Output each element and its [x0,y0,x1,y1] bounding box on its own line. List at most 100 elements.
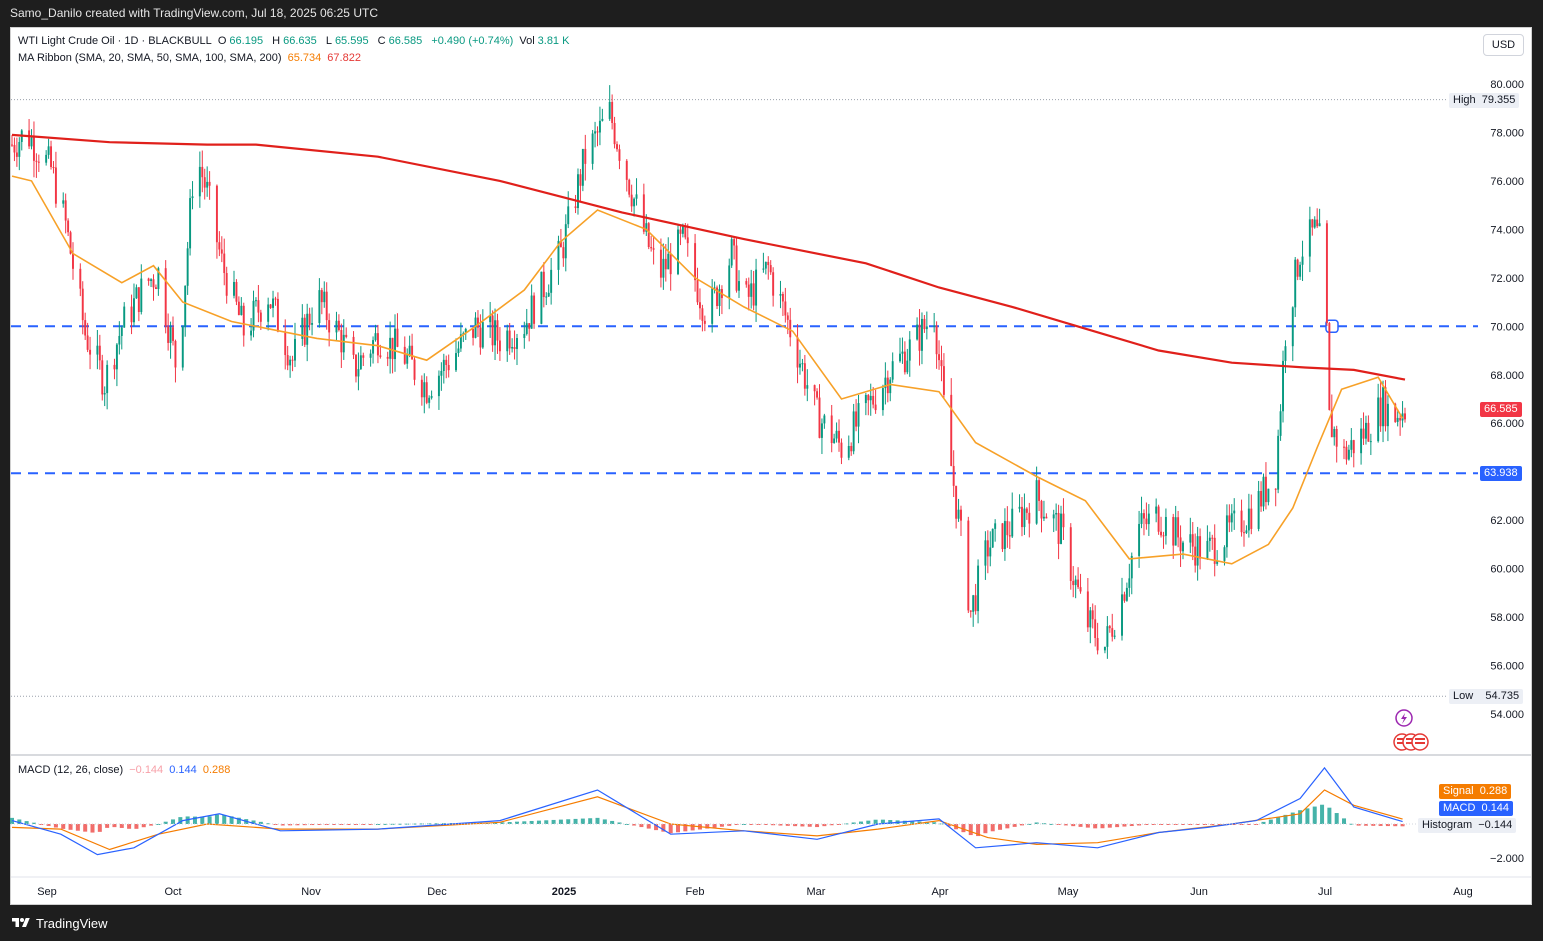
candle-body [1106,626,1109,647]
candle [1123,591,1126,603]
candle [1042,500,1045,522]
macd-legend[interactable]: MACD (12, 26, close) −0.144 0.144 0.288 [18,764,233,776]
candle-body [323,291,326,303]
candle [1147,504,1150,536]
candle-body [906,360,909,373]
candle [164,260,167,334]
macd-histogram-bar [1019,824,1024,826]
candle [513,330,516,360]
candle-body [169,327,172,343]
candle [15,137,18,167]
candle-body [762,268,765,270]
candle [1369,433,1372,456]
candle-body [1021,506,1023,528]
candle-body [301,317,304,339]
candle-body [257,300,260,313]
candle-body [1311,219,1314,228]
symbol-legend[interactable]: WTI Light Crude Oil · 1D · BLACKBULL O 66… [18,35,575,47]
currency-button[interactable]: USD [1483,34,1524,56]
macd-histogram-bar [127,824,132,829]
candle-body [523,333,526,339]
candle-body [972,595,975,612]
candle [1045,513,1048,519]
candle-body [1155,506,1158,514]
candle [784,287,787,323]
candle [974,583,977,615]
macd-hist-value: −0.144 [129,764,164,776]
candle-body [430,396,433,398]
candle [1172,513,1175,559]
legend-change: +0.490 (+0.74%) [431,35,514,47]
candle-body [1038,480,1041,501]
candle-body [977,565,980,612]
candle-body [1001,523,1004,550]
candle-body [1257,491,1260,529]
candle [1111,613,1114,642]
candle-body [1172,516,1175,546]
candle [1157,504,1160,535]
macd-histogram-bar [163,821,168,824]
candle-body [784,301,787,316]
candle [867,393,870,416]
candle [472,328,475,346]
candle-body [1035,480,1038,524]
candle-body [755,269,758,306]
candle-body [611,101,614,123]
candle [1382,380,1385,443]
candle-body [459,334,462,349]
candle-body [181,326,184,368]
candle-body [728,265,731,299]
macd-histogram-bar [880,819,885,824]
price-tick-label: 54.000 [1490,709,1524,721]
time-axis-label: Feb [686,886,705,898]
candle [118,321,121,355]
macd-histogram-bar [763,824,768,825]
candle-body [267,304,270,322]
ma-ribbon-legend[interactable]: MA Ribbon (SMA, 20, SMA, 50, SMA, 100, S… [18,52,364,64]
candle-body [428,397,431,403]
candle [991,528,994,548]
candle-body [635,194,638,199]
macd-histogram-bar [1144,824,1149,825]
macd-histogram-bar [280,824,285,826]
candle-body [198,166,201,197]
macd-histogram-bar [346,824,351,825]
time-axis-label: Sep [37,886,57,898]
candle [840,438,843,465]
candle-body [1243,532,1245,534]
candle-body [106,364,109,394]
candle [186,241,189,295]
candle-body [613,122,616,145]
candle [272,290,275,318]
candle [420,375,423,406]
candle-body [891,361,894,380]
macd-line [11,766,1403,856]
candle-body [874,404,877,411]
candle [745,278,748,288]
candle [577,168,579,215]
candle [294,322,296,368]
candle-body [64,200,67,221]
candle [133,283,135,327]
candle-body [1240,510,1243,533]
candle [115,342,118,387]
tradingview-logo[interactable]: TradingView [10,916,108,931]
candle-body [645,223,648,232]
candle [1274,488,1277,507]
candle [474,312,477,339]
candle-body [1369,441,1372,443]
candle-body [1074,579,1077,586]
price-tick-label: 66.000 [1490,418,1524,430]
candle [1364,415,1367,445]
candle-body [767,261,770,266]
candle [113,358,116,380]
macd-histogram-bar [668,824,673,834]
lightning-bolt-icon [1401,713,1407,724]
candle-body [530,295,533,329]
candle-body [1399,417,1402,421]
candle [254,297,257,307]
candle-body [1225,515,1228,548]
candle-body [1108,626,1111,629]
candle-body [850,445,853,452]
